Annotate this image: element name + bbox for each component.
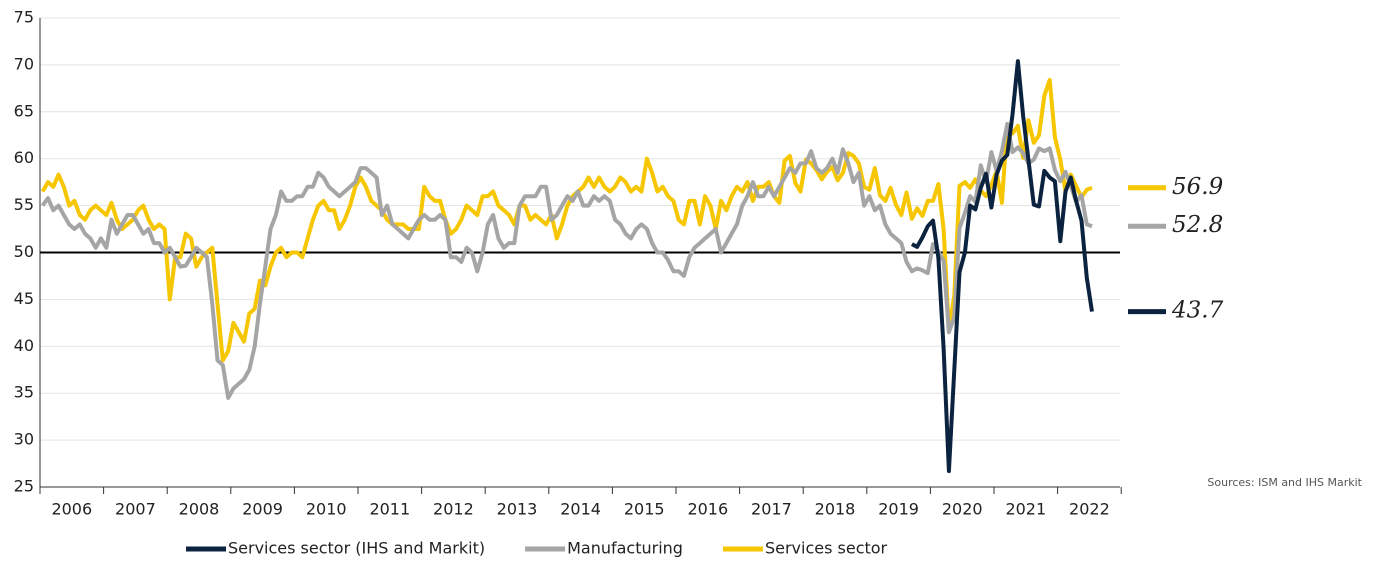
series-line (40, 77, 1093, 363)
end-label: 56.9 (1172, 174, 1223, 200)
source-note: Sources: ISM and IHS Markit (1207, 476, 1362, 489)
x-tick-label: 2016 (687, 500, 728, 519)
x-tick-label: 2022 (1069, 500, 1110, 519)
x-tick-label: 2006 (51, 500, 92, 519)
y-tick-label: 50 (14, 242, 34, 261)
x-tick-label: 2010 (306, 500, 347, 519)
x-tick-label: 2011 (369, 500, 410, 519)
y-tick-label: 25 (14, 477, 34, 496)
legend-label: Manufacturing (567, 539, 683, 558)
end-label: 52.8 (1172, 212, 1223, 238)
series-line (40, 122, 1093, 400)
y-tick-label: 45 (14, 289, 34, 308)
x-tick-label: 2008 (179, 500, 220, 519)
x-tick-label: 2019 (878, 500, 919, 519)
y-tick-label: 65 (14, 101, 34, 120)
y-tick-label: 30 (14, 430, 34, 449)
x-tick-label: 2015 (624, 500, 665, 519)
y-tick-label: 55 (14, 195, 34, 214)
y-tick-label: 70 (14, 54, 34, 73)
series-line (910, 59, 1094, 474)
x-tick-label: 2007 (115, 500, 156, 519)
legend-label: Services sector (765, 539, 888, 558)
x-tick-label: 2014 (560, 500, 601, 519)
y-tick-label: 40 (14, 336, 34, 355)
x-tick-label: 2020 (942, 500, 983, 519)
x-tick-label: 2017 (751, 500, 792, 519)
end-label: 43.7 (1171, 298, 1224, 324)
y-tick-label: 35 (14, 383, 34, 402)
x-tick-label: 2009 (242, 500, 283, 519)
y-tick-label: 60 (14, 148, 34, 167)
x-tick-label: 2012 (433, 500, 474, 519)
y-tick-label: 75 (14, 8, 34, 27)
x-tick-label: 2013 (497, 500, 538, 519)
legend-label: Services sector (IHS and Markit) (228, 539, 485, 558)
x-tick-label: 2021 (1005, 500, 1046, 519)
x-tick-label: 2018 (815, 500, 856, 519)
